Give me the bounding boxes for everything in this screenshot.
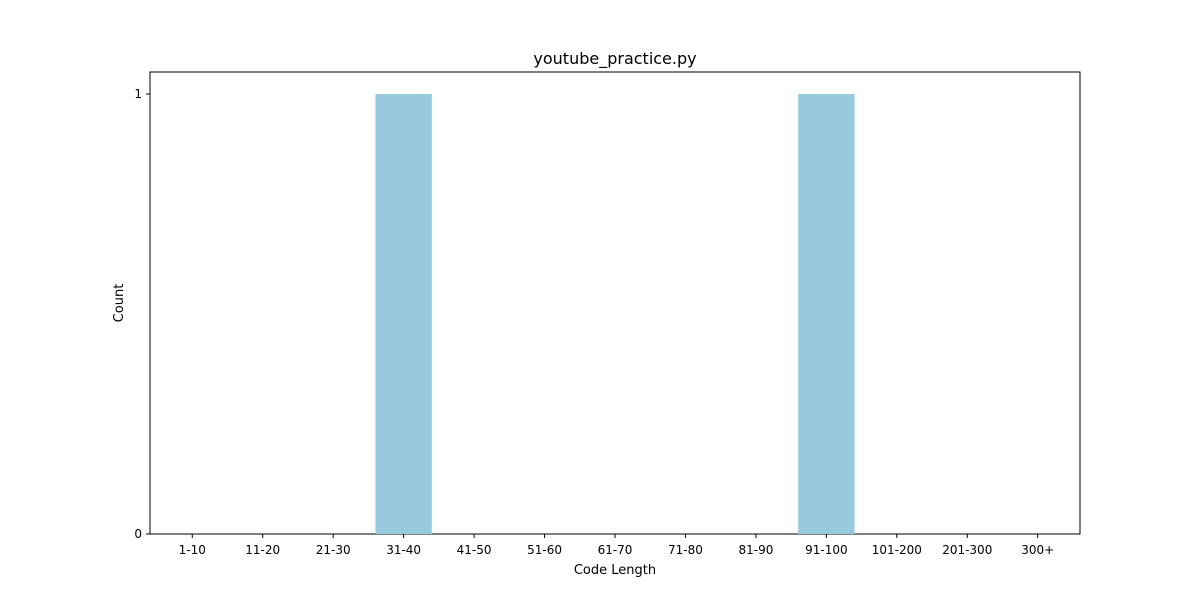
x-tick-label: 81-90 bbox=[738, 543, 773, 557]
bar-31-40 bbox=[375, 94, 432, 534]
x-tick-label: 51-60 bbox=[527, 543, 562, 557]
bars-layer bbox=[375, 94, 855, 534]
plot-area-frame bbox=[149, 71, 1081, 535]
y-axis-label: Count bbox=[112, 284, 127, 323]
y-tick-label: 1 bbox=[134, 87, 142, 101]
bar-91-100 bbox=[798, 94, 855, 534]
x-tick-label: 31-40 bbox=[386, 543, 421, 557]
x-tick-label: 41-50 bbox=[457, 543, 492, 557]
x-tick-label: 101-200 bbox=[872, 543, 922, 557]
x-tick-label: 11-20 bbox=[245, 543, 280, 557]
y-tick-label: 0 bbox=[134, 527, 142, 541]
x-tick-label: 1-10 bbox=[179, 543, 206, 557]
x-tick-label: 91-100 bbox=[805, 543, 848, 557]
x-tick-label: 61-70 bbox=[598, 543, 633, 557]
x-tick-label: 300+ bbox=[1021, 543, 1054, 557]
chart-title: youtube_practice.py bbox=[533, 49, 696, 69]
x-axis-label: Code Length bbox=[574, 563, 656, 578]
y-axis: 01 bbox=[134, 87, 150, 541]
x-axis: 1-10 11-20 21-30 31-40 41-50 51-60 61-70 71-80 8… bbox=[179, 534, 1054, 557]
x-tick-label: 21-30 bbox=[316, 543, 351, 557]
x-tick-label: 71-80 bbox=[668, 543, 703, 557]
x-tick-label: 201-300 bbox=[942, 543, 992, 557]
